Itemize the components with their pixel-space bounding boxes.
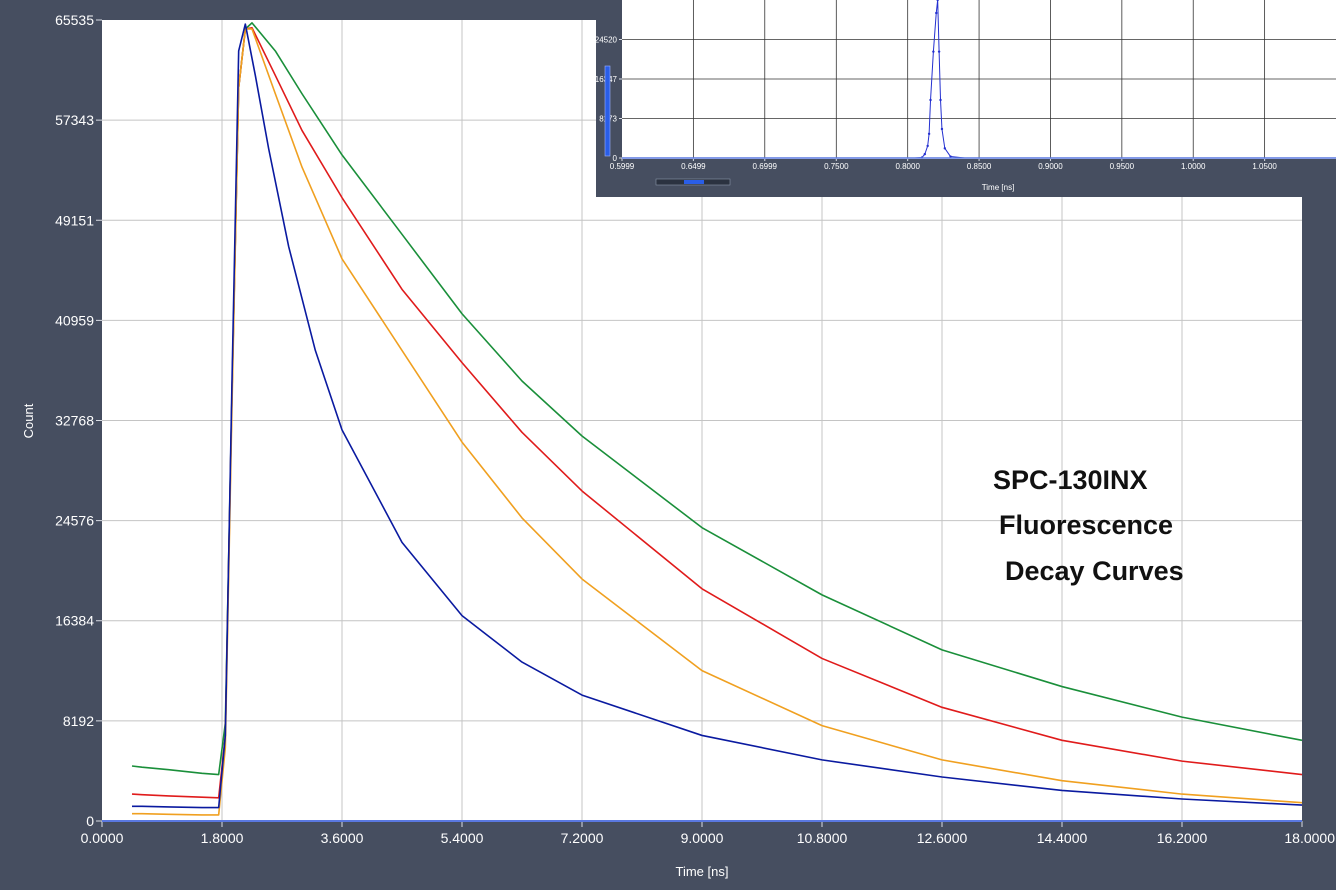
main-x-tick-label: 7.2000 [561, 830, 604, 846]
inset-x-tick-label: 0.9000 [1038, 162, 1063, 171]
main-y-tick-marks [96, 19, 102, 822]
main-x-axis-title: Time [ns] [676, 864, 729, 879]
inset-data-point [939, 98, 942, 102]
inset-y-tick-label: 24520 [595, 36, 618, 45]
inset-gridlines [622, 0, 1336, 158]
inset-data-point [929, 98, 932, 102]
inset-x-tick-label: 0.8000 [895, 162, 920, 171]
main-x-tick-label: 3.6000 [321, 830, 364, 846]
inset-x-tick-label: 0.8500 [967, 162, 992, 171]
main-y-tick-label: 49151 [55, 212, 94, 228]
main-series-3-line [132, 23, 1303, 809]
main-x-tick-label: 0.0000 [81, 830, 124, 846]
main-x-tick-label: 9.0000 [681, 830, 724, 846]
inset-series-lines [622, 0, 1336, 159]
inset-data-point [923, 152, 927, 156]
inset-vertical-scrollbar[interactable] [604, 65, 611, 157]
inset-y-tick-marks [619, 39, 622, 159]
inset-x-tick-label: 1.0500 [1252, 162, 1277, 171]
inset-x-tick-label: 0.9500 [1110, 162, 1135, 171]
main-y-tick-label: 0 [86, 813, 94, 829]
inset-horizontal-scrollbar-thumb[interactable] [684, 180, 704, 184]
main-y-tick-label: 24576 [55, 513, 94, 529]
annotation-line-2: Fluorescence [999, 510, 1173, 540]
inset-x-tick-label: 1.0000 [1181, 162, 1206, 171]
inset-data-point [949, 155, 952, 158]
main-y-axis-title: Count [21, 403, 36, 438]
annotation-line-1: SPC-130INX [993, 465, 1148, 495]
inset-x-tick-label: 0.7500 [824, 162, 849, 171]
inset-data-point [927, 132, 931, 136]
main-series-0-line [131, 22, 1303, 776]
main-x-tick-label: 18.0000 [1284, 830, 1335, 846]
inset-data-point [937, 50, 941, 53]
inset-data-point [935, 11, 938, 15]
main-x-tick-label: 14.4000 [1037, 830, 1088, 846]
main-x-tick-label: 16.2000 [1157, 830, 1208, 846]
inset-x-tick-label: 0.6999 [753, 162, 778, 171]
inset-x-tick-labels: 0.5999 0.6499 0.6999 0.7500 0.8000 0.8500 0.90… [610, 162, 1278, 171]
inset-data-point [940, 127, 944, 131]
main-y-tick-labels: 0 8192 16384 24576 32768 40959 49151 57343 65535 [55, 12, 94, 829]
main-x-tick-label: 10.8000 [797, 830, 848, 846]
main-x-tick-label: 1.8000 [201, 830, 244, 846]
main-y-tick-label: 8192 [63, 713, 94, 729]
inset-x-axis-title: Time [ns] [982, 183, 1015, 192]
main-y-tick-label: 57343 [55, 112, 94, 128]
main-y-tick-label: 65535 [55, 12, 94, 28]
annotation-line-3: Decay Curves [1005, 556, 1184, 586]
inset-data-point [932, 50, 935, 53]
main-x-tick-label: 5.4000 [441, 830, 484, 846]
inset-y-tick-label: 0 [613, 154, 618, 163]
inset-data-point [926, 144, 929, 148]
main-series-2-line [132, 28, 1303, 816]
main-y-tick-label: 16384 [55, 613, 94, 629]
main-y-tick-label: 32768 [55, 412, 94, 428]
inset-panel: 0.5999 0.6499 0.6999 0.7500 0.8000 0.8500 0.90… [595, 0, 1336, 197]
main-x-tick-label: 12.6000 [917, 830, 968, 846]
main-series-lines [131, 22, 1303, 816]
inset-x-tick-label: 0.5999 [610, 162, 635, 171]
main-x-tick-labels: 0.0000 1.8000 3.6000 5.4000 7.2000 9.0000 10.8… [81, 830, 1336, 846]
main-y-tick-label: 40959 [55, 312, 94, 328]
main-series-1-line [131, 26, 1303, 799]
inset-x-tick-label: 0.6499 [681, 162, 706, 171]
inset-data-point [943, 147, 947, 150]
inset-data-point [936, 0, 939, 2]
